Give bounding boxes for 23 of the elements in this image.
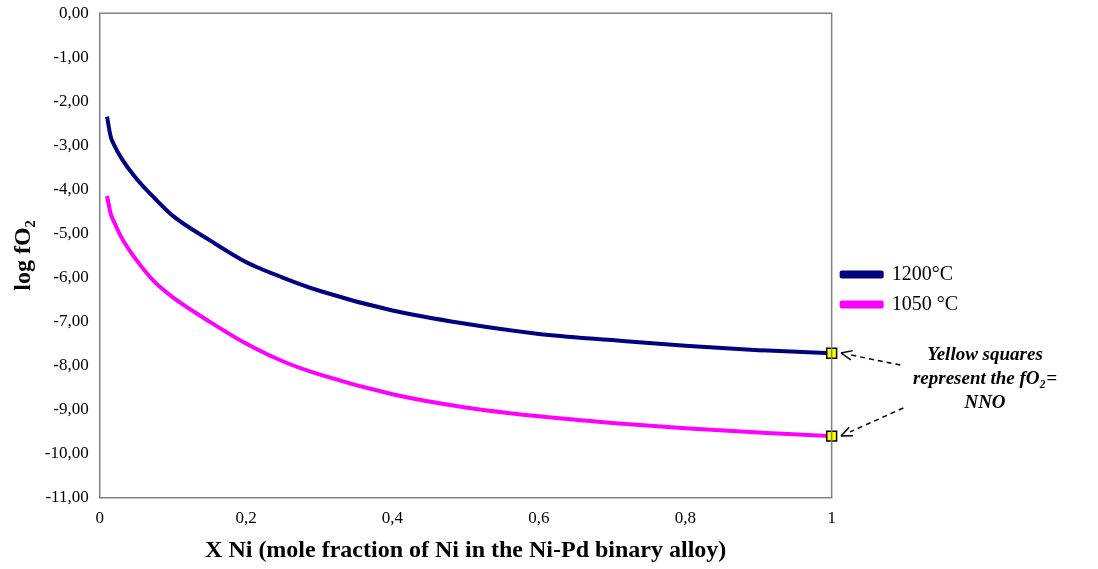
legend-label: 1200°C [891, 261, 954, 284]
x-tick-label: 0 [95, 508, 104, 528]
y-tick-label: -8,00 [53, 355, 89, 375]
x-tick-label: 0,4 [381, 508, 404, 528]
x-tick-label: 0,6 [528, 508, 550, 528]
x-tick-label: 1 [827, 508, 836, 528]
y-tick-label: 0,00 [58, 2, 89, 22]
y-tick-label: -1,00 [53, 46, 89, 66]
y-tick-label: -5,00 [53, 222, 89, 242]
x-tick-label: 0,8 [674, 508, 696, 528]
y-tick-label: -3,00 [53, 134, 89, 154]
y-tick-label: -11,00 [45, 487, 89, 507]
legend-label: 1050 °C [891, 291, 959, 314]
y-tick-label: -7,00 [53, 311, 89, 331]
text: Yellow squares represent the fO₂= NNO [911, 342, 1059, 414]
y-tick-label: -4,00 [53, 178, 89, 198]
x-tick-label: 0,2 [235, 508, 257, 528]
x-axis-title: X Ni (mole fraction of Ni in the Ni-Pd binary alloy) [205, 535, 727, 562]
y-axis-title: log fO₂ [8, 220, 35, 291]
y-tick-label: -10,00 [44, 443, 89, 463]
y-tick-label: -6,00 [53, 267, 89, 286]
y-tick-label: -9,00 [53, 399, 89, 419]
y-tick-label: -2,00 [53, 90, 89, 110]
